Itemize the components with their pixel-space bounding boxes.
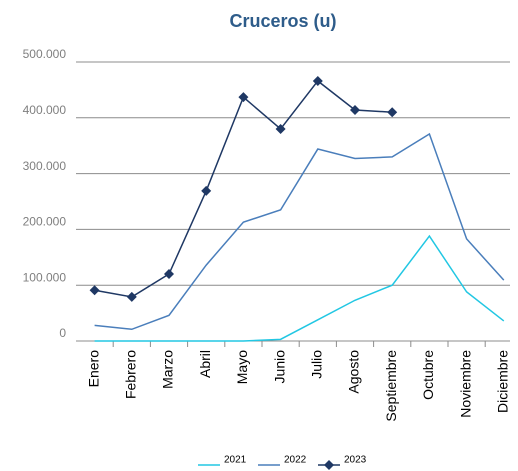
x-tick-label: Diciembre (495, 350, 511, 413)
x-tick-label: Julio (309, 350, 325, 379)
y-tick-label: 500.000 (23, 47, 67, 61)
marker (350, 104, 360, 115)
marker (275, 123, 286, 134)
marker (312, 75, 323, 86)
legend-marker (324, 460, 334, 470)
x-tick-label: Agosto (346, 350, 362, 394)
x-tick-label: Noviembre (457, 350, 473, 418)
x-tick-label: Abril (197, 350, 213, 378)
marker (387, 107, 398, 118)
marker (126, 291, 137, 302)
x-tick-label: Mayo (234, 350, 250, 384)
y-tick-label: 100.000 (23, 270, 67, 284)
x-tick-label: Octubre (420, 350, 436, 400)
legend-label: 2023 (344, 455, 367, 466)
marker (89, 285, 100, 296)
y-tick-label: 200.000 (23, 215, 67, 229)
line (94, 234, 505, 342)
line (94, 132, 505, 331)
legend-label: 2022 (284, 455, 307, 466)
x-tick-label: Marzo (160, 350, 176, 389)
line (94, 79, 393, 298)
y-tick-label: 300.000 (23, 159, 67, 173)
marker (164, 269, 174, 280)
x-tick-label: Septiembre (383, 350, 399, 422)
chart-title: Cruceros (u) (229, 11, 336, 31)
marker (201, 185, 212, 196)
x-tick-label: Enero (85, 350, 101, 388)
y-tick-label: 0 (59, 326, 66, 340)
marker (238, 92, 249, 103)
x-tick-label: Febrero (123, 350, 139, 399)
legend-label: 2021 (224, 455, 247, 466)
y-tick-label: 400.000 (23, 103, 67, 117)
x-tick-label: Junio (271, 350, 287, 384)
